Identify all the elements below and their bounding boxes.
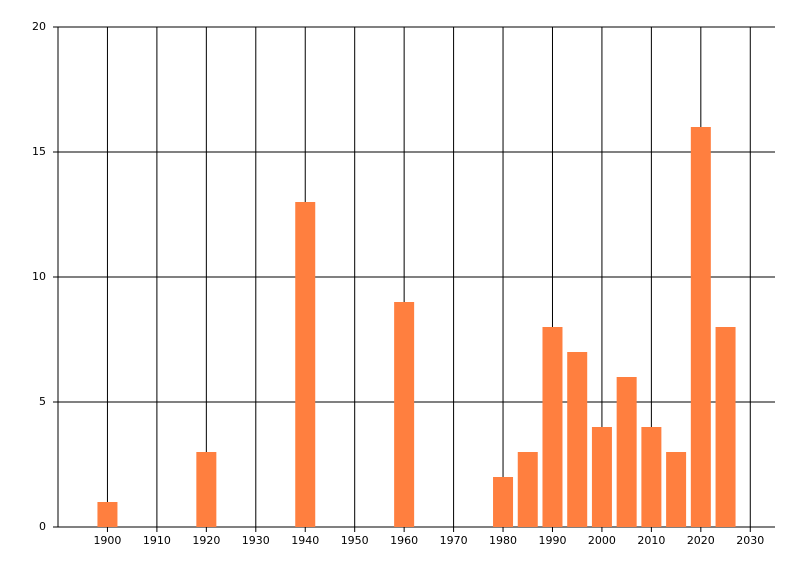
x-tick-label: 2020	[687, 534, 715, 547]
y-tick-label: 0	[39, 520, 46, 533]
bar	[591, 427, 612, 527]
bar	[295, 202, 316, 527]
x-tick-label: 1930	[242, 534, 270, 547]
x-tick-label: 1920	[192, 534, 220, 547]
x-tick-label: 1950	[341, 534, 369, 547]
y-tick-label: 10	[32, 270, 46, 283]
bar	[715, 327, 736, 527]
bar	[567, 352, 588, 527]
y-tick-label: 5	[39, 395, 46, 408]
bar	[616, 377, 637, 527]
x-tick-label: 2010	[637, 534, 665, 547]
x-tick-label: 1970	[440, 534, 468, 547]
x-tick-label: 2030	[736, 534, 764, 547]
bar	[641, 427, 662, 527]
y-tick-label: 15	[32, 145, 46, 158]
y-tick-label: 20	[32, 20, 46, 33]
bar	[97, 502, 118, 527]
bar	[666, 452, 687, 527]
bar	[542, 327, 563, 527]
x-tick-label: 1990	[538, 534, 566, 547]
x-tick-label: 1910	[143, 534, 171, 547]
bar	[493, 477, 514, 527]
x-tick-label: 1980	[489, 534, 517, 547]
x-tick-label: 1960	[390, 534, 418, 547]
bar	[517, 452, 538, 527]
bar	[394, 302, 415, 527]
bar	[196, 452, 217, 527]
x-tick-label: 2000	[588, 534, 616, 547]
x-tick-label: 1940	[291, 534, 319, 547]
x-tick-label: 1900	[93, 534, 121, 547]
bar	[690, 127, 711, 527]
